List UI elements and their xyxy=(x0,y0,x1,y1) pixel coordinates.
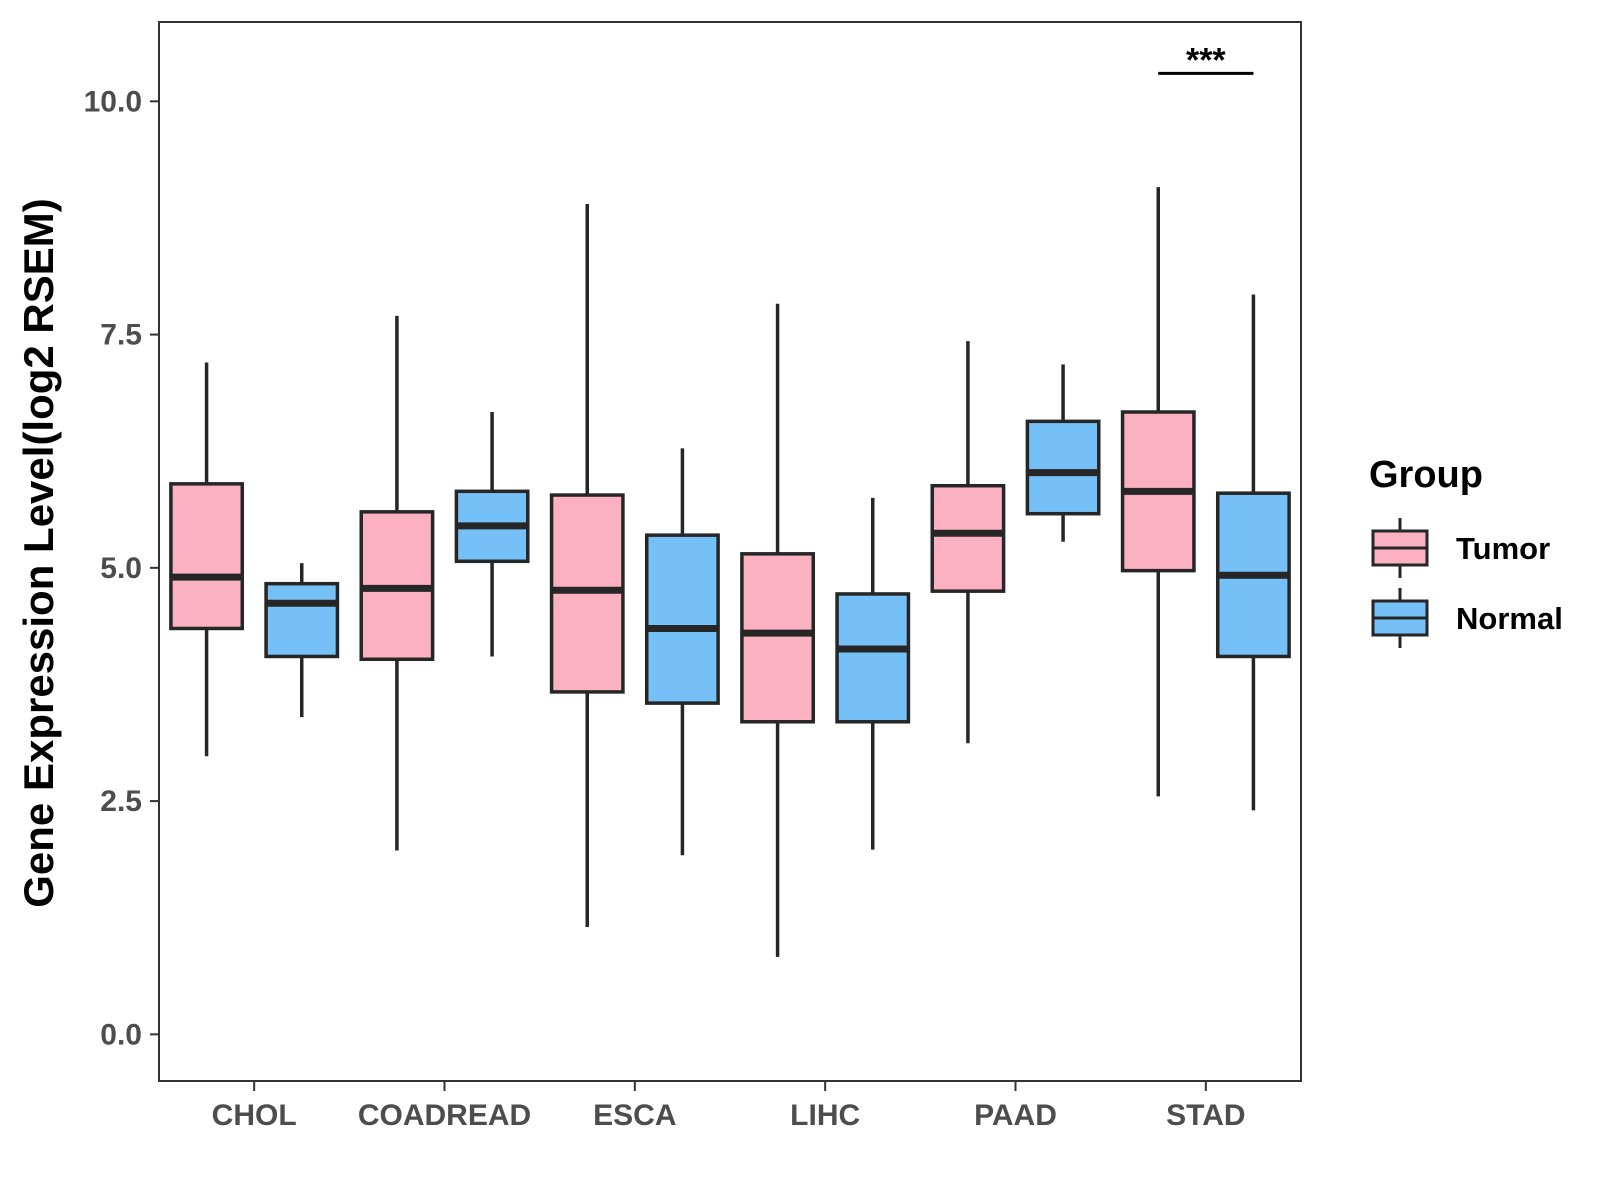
y-tick-label: 7.5 xyxy=(100,319,142,352)
legend-item-tumor: Tumor xyxy=(1371,518,1550,578)
box-tumor-esca xyxy=(549,203,625,928)
x-tick-label: PAAD xyxy=(974,1099,1057,1132)
y-axis: 0.0 2.5 5.0 7.5 10.0 xyxy=(84,85,159,1051)
box-tumor-stad xyxy=(1120,187,1196,797)
y-tick-label: 2.5 xyxy=(100,785,142,818)
box-iqr xyxy=(169,482,245,631)
y-tick-label: 0.0 xyxy=(100,1018,142,1051)
legend-label: Normal xyxy=(1456,601,1563,636)
significance-label: *** xyxy=(1186,41,1226,79)
y-tick-label: 10.0 xyxy=(84,85,142,118)
legend-label: Tumor xyxy=(1456,531,1550,566)
box-normal-stad xyxy=(1215,294,1291,811)
box-tumor-coadread xyxy=(359,315,435,851)
box-tumor-chol xyxy=(169,362,245,757)
box-iqr xyxy=(835,592,911,724)
x-tick-label: COADREAD xyxy=(358,1099,531,1132)
box-iqr xyxy=(1025,419,1101,516)
box-tumor-paad xyxy=(930,341,1006,744)
y-tick-label: 5.0 xyxy=(100,552,142,585)
legend-item-normal: Normal xyxy=(1371,588,1563,648)
box-iqr xyxy=(644,533,720,705)
plot-layer xyxy=(169,187,1291,957)
x-tick-label: STAD xyxy=(1166,1099,1245,1132)
significance-annotations: *** xyxy=(1158,41,1254,79)
box-normal-lihc xyxy=(835,497,911,850)
legend-title: Group xyxy=(1369,454,1483,496)
box-normal-paad xyxy=(1025,364,1101,542)
box-normal-chol xyxy=(264,563,340,718)
box-iqr xyxy=(264,581,340,659)
x-axis: CHOL COADREAD ESCA LIHC PAAD STAD xyxy=(212,1081,1246,1132)
x-tick-label: CHOL xyxy=(212,1099,297,1132)
plot-panel-border xyxy=(158,21,1302,1082)
box-tumor-lihc xyxy=(740,303,816,957)
box-normal-coadread xyxy=(454,412,530,657)
legend-entries: Tumor Normal xyxy=(1371,518,1563,648)
x-tick-label: ESCA xyxy=(593,1099,676,1132)
box-iqr xyxy=(740,552,816,724)
legend: Group Tumor Normal xyxy=(1369,454,1563,648)
y-axis-title: Gene Expression Level(log2 RSEM) xyxy=(15,198,62,908)
box-iqr xyxy=(930,483,1006,593)
box-normal-esca xyxy=(644,448,720,856)
x-tick-label: LIHC xyxy=(790,1099,860,1132)
